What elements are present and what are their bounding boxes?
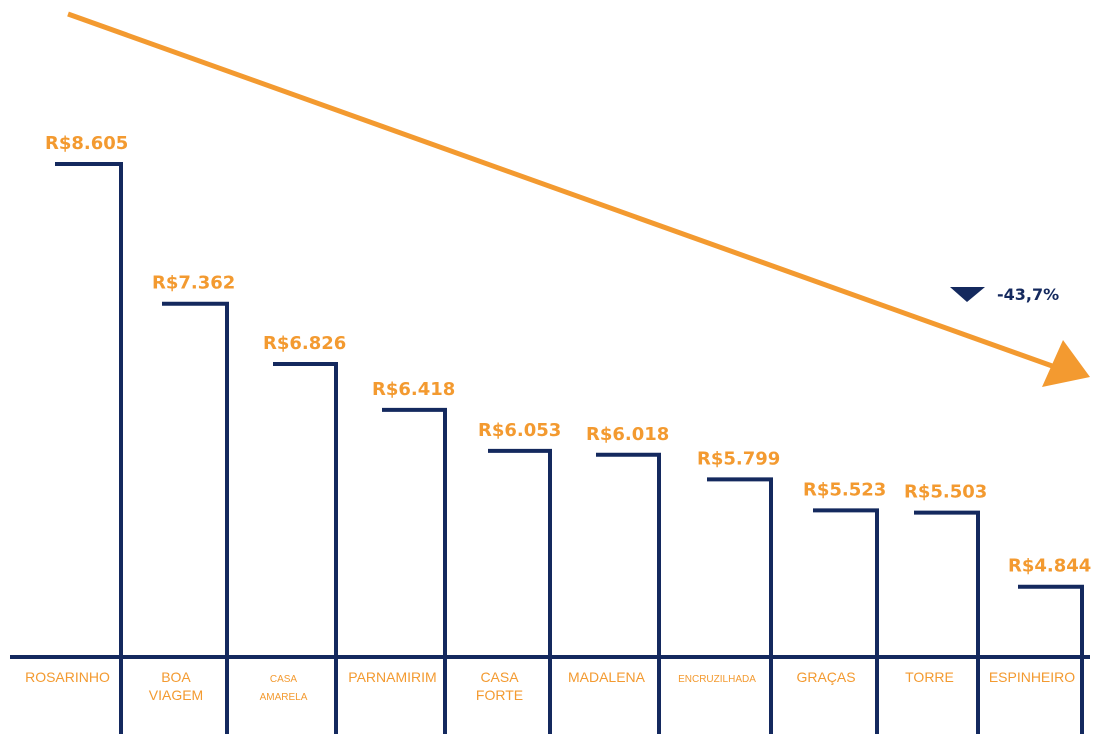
bar <box>162 301 229 734</box>
bar <box>488 448 552 734</box>
category-label: GRAÇAS <box>796 669 855 685</box>
bars-group <box>55 162 1084 734</box>
category-label: CASA FORTE <box>476 669 523 703</box>
value-label: R$4.844 <box>1008 556 1091 577</box>
category-label: ENCRUZILHADA <box>678 674 756 685</box>
bar <box>707 477 773 734</box>
arrow-head-icon <box>1042 340 1090 387</box>
trend-arrow <box>67 11 1090 387</box>
category-label: ROSARINHO <box>25 669 110 685</box>
bar <box>1018 584 1084 734</box>
value-label: R$8.605 <box>45 133 128 154</box>
value-label: R$6.053 <box>478 420 561 441</box>
category-label: TORRE <box>905 669 954 685</box>
bar <box>273 361 338 734</box>
trend-line <box>67 11 1056 370</box>
bar <box>382 407 447 734</box>
trend-percent-label: -43,7% <box>997 285 1059 304</box>
category-label: MADALENA <box>568 669 646 685</box>
category-label: CASA AMARELA <box>260 674 308 703</box>
value-label: R$5.503 <box>904 482 987 503</box>
category-label: ESPINHEIRO <box>989 669 1075 685</box>
bar <box>55 162 123 734</box>
value-label: R$5.799 <box>697 448 780 469</box>
bar <box>914 510 980 734</box>
value-label: R$6.826 <box>263 333 346 354</box>
value-label: R$5.523 <box>803 479 886 500</box>
value-labels-group: R$8.605 R$7.362 R$6.826 R$6.418 R$6.053 R$6.0… <box>45 133 1091 577</box>
category-label: PARNAMIRIM <box>348 669 436 685</box>
value-label: R$6.018 <box>586 424 669 445</box>
bar <box>596 452 661 734</box>
category-label: BOA VIAGEM <box>149 669 203 703</box>
category-labels-group: ROSARINHO BOA VIAGEM CASA AMARELA PARNAMIRIM C… <box>25 669 1075 703</box>
down-triangle-icon <box>950 287 985 302</box>
bar <box>813 508 879 734</box>
value-label: R$6.418 <box>372 379 455 400</box>
value-label: R$7.362 <box>152 273 235 294</box>
